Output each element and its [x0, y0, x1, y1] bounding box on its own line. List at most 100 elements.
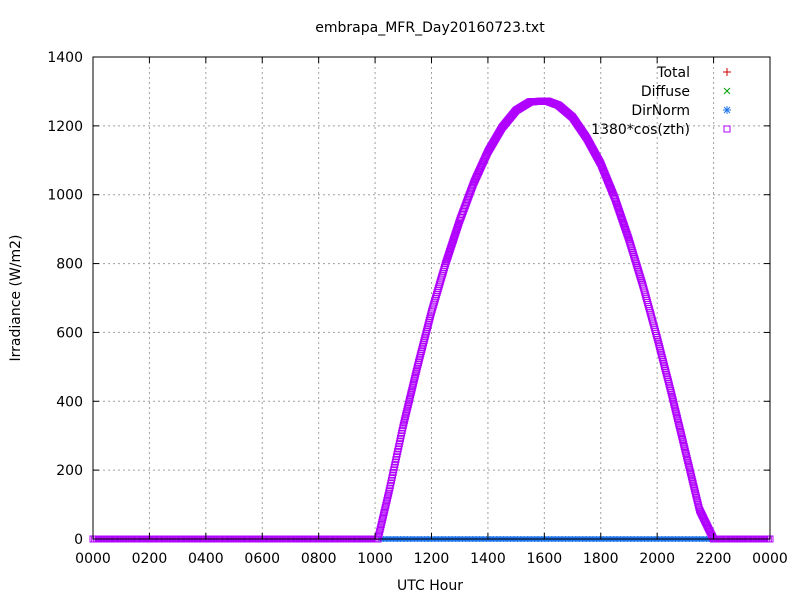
cos-zth-point [413, 365, 421, 373]
cos-zth-point [426, 314, 434, 322]
cos-zth-point [673, 412, 681, 420]
cos-zth-point [654, 338, 662, 346]
cos-zth-point [675, 419, 683, 427]
cos-zth-point [418, 343, 426, 351]
cos-zth-point [670, 398, 678, 406]
legend-label: Diffuse [641, 84, 690, 100]
cos-zth-point [382, 499, 390, 507]
cos-zth-point [658, 351, 666, 359]
cos-zth-point [421, 334, 429, 342]
x-tick-label: 0600 [244, 551, 280, 567]
cos-zth-point [678, 433, 686, 441]
cos-zth-point [675, 421, 683, 429]
cos-zth-point [375, 530, 383, 538]
cos-zth-point [416, 352, 424, 360]
cos-zth-point [385, 489, 393, 497]
cos-zth-point [402, 412, 410, 420]
cos-zth-point [383, 494, 391, 502]
legend-label: DirNorm [631, 103, 690, 119]
cos-zth-point [687, 471, 695, 479]
cos-zth-point [379, 513, 387, 521]
cos-zth-point [417, 350, 425, 358]
cos-zth-point [420, 336, 428, 344]
cos-zth-point [415, 356, 423, 364]
cos-zth-point [384, 492, 392, 500]
cos-zth-point [421, 332, 429, 340]
cos-zth-point [655, 340, 663, 348]
cos-zth-point [405, 398, 413, 406]
cos-zth-point [692, 492, 700, 500]
cos-zth-point [377, 523, 385, 531]
cos-zth-point [659, 356, 667, 364]
cos-zth-point [680, 440, 688, 448]
legend-label: Total [656, 65, 690, 81]
cos-zth-point [424, 321, 432, 329]
x-axis-label: UTC Hour [397, 578, 463, 594]
cos-zth-point [681, 445, 689, 453]
cos-zth-point [674, 417, 682, 425]
y-axis-label: Irradiance (W/m2) [8, 235, 24, 362]
cos-zth-point [677, 431, 685, 439]
y-tick-label: 600 [56, 325, 83, 341]
cos-zth-point [656, 345, 664, 353]
cos-zth-point [686, 468, 694, 476]
cos-zth-point [679, 438, 687, 446]
cos-zth-point [707, 530, 715, 538]
y-tick-label: 0 [74, 532, 83, 548]
legend-entry: DirNorm [631, 103, 731, 119]
cos-zth-point [670, 400, 678, 408]
cos-zth-point [683, 454, 691, 462]
cos-zth-point [415, 358, 423, 366]
cos-zth-point [708, 531, 716, 539]
x-tick-label: 0000 [752, 551, 788, 567]
y-tick-label: 1400 [47, 50, 83, 66]
cos-zth-point [681, 447, 689, 455]
cos-zth-point [662, 367, 670, 375]
x-tick-label: 2200 [696, 551, 732, 567]
cos-zth-point [422, 330, 430, 338]
cos-zth-point [407, 391, 415, 399]
legend: Total Diffuse DirNorm 1380*cos(zth) [591, 65, 731, 138]
cos-zth-point [684, 457, 692, 465]
cos-zth-point [668, 391, 676, 399]
cos-zth-point [667, 389, 675, 397]
cos-zth-series [374, 97, 718, 543]
cos-zth-point [381, 504, 389, 512]
legend-star-icon [723, 106, 731, 114]
cos-zth-point [424, 323, 432, 331]
cos-zth-point [411, 375, 419, 383]
cos-zth-point [378, 516, 386, 524]
cos-zth-point [377, 521, 385, 529]
cos-zth-point [413, 363, 421, 371]
cos-zth-point [676, 424, 684, 432]
cos-zth-point [667, 386, 675, 394]
cos-zth-point [685, 461, 693, 469]
cos-zth-point [694, 499, 702, 507]
cos-zth-point [690, 485, 698, 493]
cos-zth-point [708, 533, 716, 541]
cos-zth-point [419, 341, 427, 349]
cos-zth-point [669, 396, 677, 404]
legend-cross-icon [723, 87, 731, 95]
cos-zth-point [658, 353, 666, 361]
cos-zth-point [689, 478, 697, 486]
cos-zth-point [382, 501, 390, 509]
cos-zth-point [416, 354, 424, 362]
cos-zth-point [417, 347, 425, 355]
cos-zth-point [666, 384, 674, 392]
cos-zth-point [676, 426, 684, 434]
cos-zth-point [661, 362, 669, 370]
cos-zth-point [653, 334, 661, 342]
cos-zth-point [405, 396, 413, 404]
x-tick-label: 0400 [188, 551, 224, 567]
legend-entry: 1380*cos(zth) [591, 122, 731, 138]
cos-zth-point [406, 393, 414, 401]
y-tick-label: 800 [56, 257, 83, 273]
y-tick-label: 1200 [47, 119, 83, 135]
x-tick-label: 0200 [132, 551, 168, 567]
cos-zth-point [380, 511, 388, 519]
data-series [89, 97, 774, 543]
cos-zth-point [677, 428, 685, 436]
cos-zth-point [657, 347, 665, 355]
